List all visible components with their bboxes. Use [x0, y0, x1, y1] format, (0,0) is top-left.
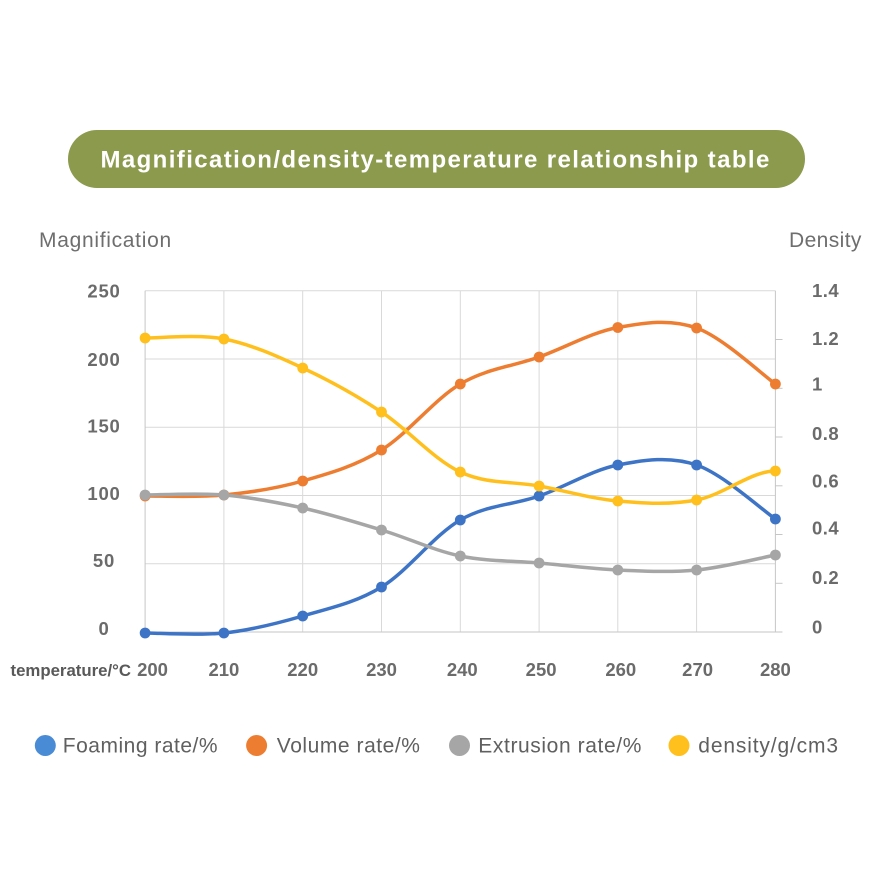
- svg-text:Extrusion rate/%: Extrusion rate/%: [478, 735, 642, 758]
- svg-text:1.4: 1.4: [812, 280, 839, 301]
- svg-text:100: 100: [87, 483, 120, 504]
- svg-text:240: 240: [447, 659, 478, 680]
- svg-text:260: 260: [605, 659, 636, 680]
- svg-text:250: 250: [87, 280, 120, 301]
- svg-text:Volume rate/%: Volume rate/%: [277, 735, 421, 758]
- svg-text:temperature/°C: temperature/°C: [11, 661, 131, 680]
- svg-text:200: 200: [87, 349, 120, 370]
- svg-text:200: 200: [137, 659, 168, 680]
- svg-text:220: 220: [287, 659, 318, 680]
- svg-text:0.6: 0.6: [812, 470, 839, 491]
- svg-text:0.8: 0.8: [812, 423, 839, 444]
- svg-text:0: 0: [98, 618, 109, 639]
- svg-text:150: 150: [87, 416, 120, 437]
- svg-text:1: 1: [812, 374, 823, 395]
- svg-text:Foaming rate/%: Foaming rate/%: [63, 735, 218, 758]
- svg-text:280: 280: [760, 659, 791, 680]
- svg-text:Density: Density: [789, 229, 862, 252]
- svg-text:50: 50: [93, 550, 115, 571]
- svg-text:250: 250: [526, 659, 557, 680]
- svg-text:230: 230: [366, 659, 397, 680]
- svg-text:0: 0: [812, 616, 823, 637]
- svg-text:density/g/cm3: density/g/cm3: [698, 735, 839, 758]
- svg-text:0.2: 0.2: [812, 567, 839, 588]
- svg-text:210: 210: [208, 659, 239, 680]
- svg-text:Magnification: Magnification: [39, 229, 172, 252]
- svg-text:1.2: 1.2: [812, 328, 839, 349]
- svg-text:Magnification/density-temperat: Magnification/density-temperature relati…: [100, 146, 770, 173]
- svg-text:270: 270: [682, 659, 713, 680]
- svg-text:0.4: 0.4: [812, 518, 839, 539]
